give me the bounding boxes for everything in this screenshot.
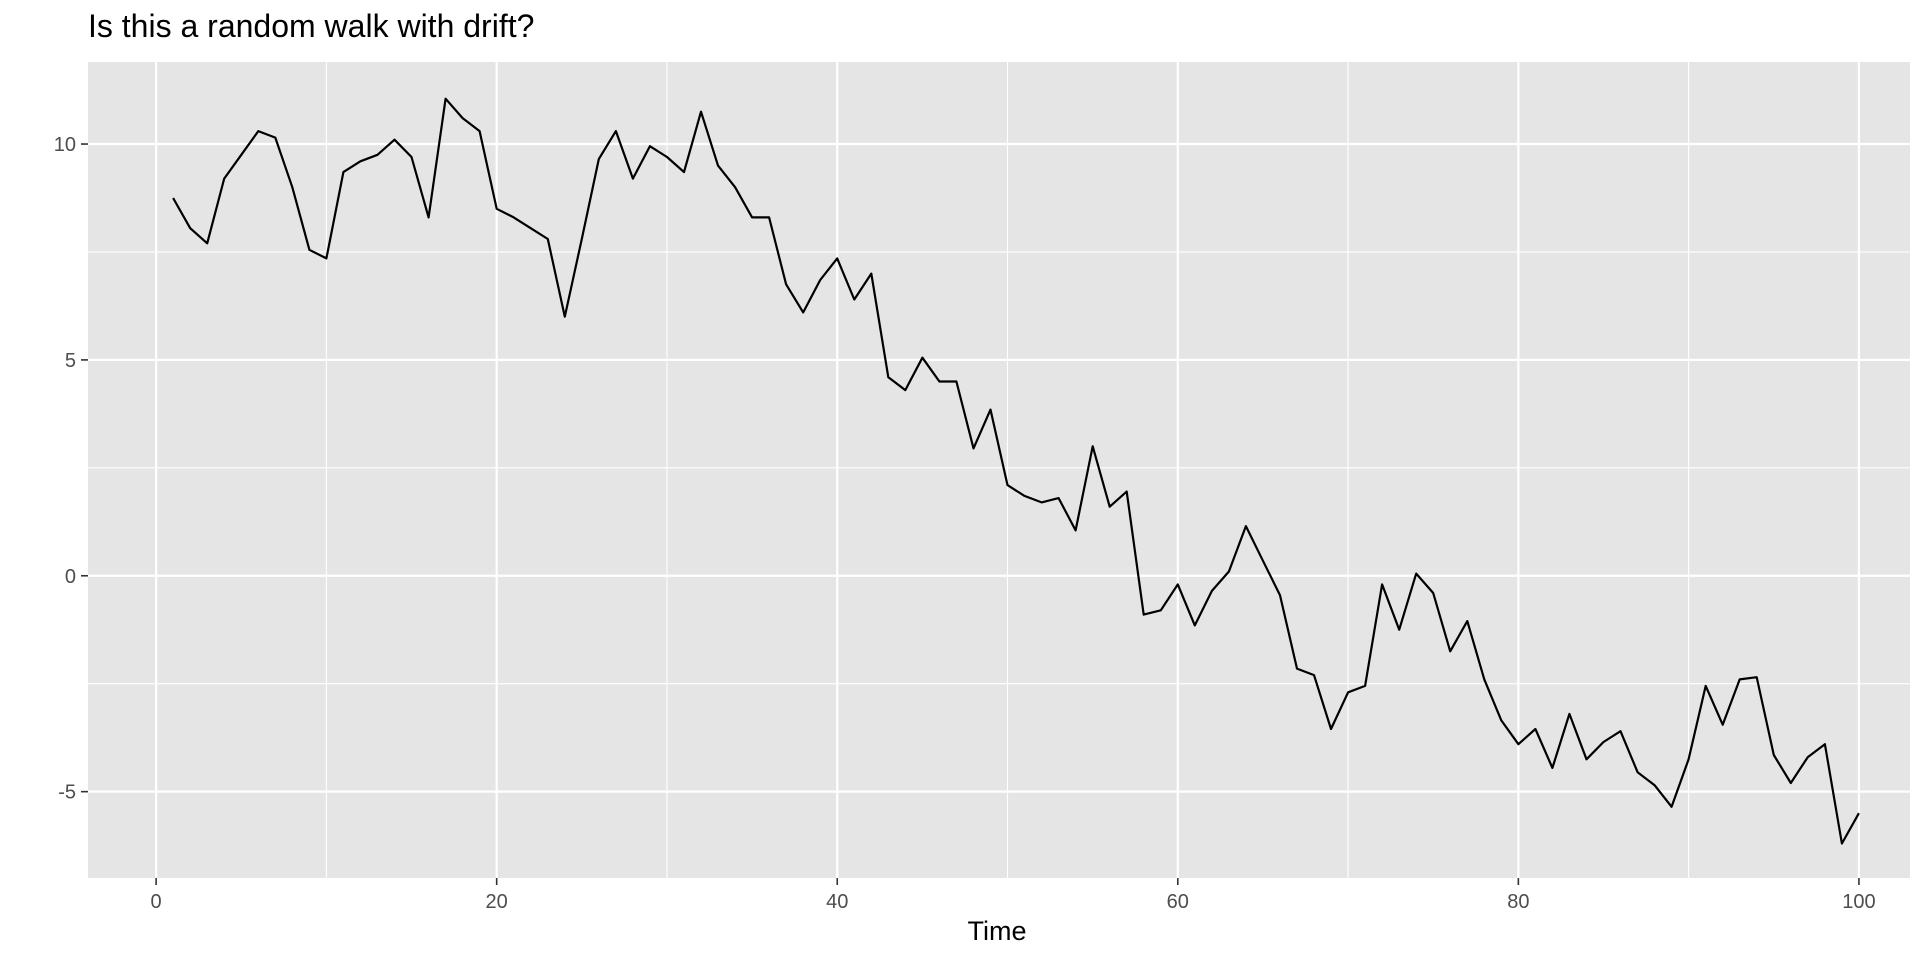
x-tick-label: 60 [1167,891,1189,913]
y-tick-label: 0 [65,566,76,588]
x-tick-label: 20 [486,891,508,913]
y-tick-label: 10 [54,134,76,156]
x-axis: 0 20 40 60 80 100 [151,878,1876,913]
x-tick-label: 80 [1507,891,1529,913]
y-tick-label: -5 [58,782,76,804]
chart-title: Is this a random walk with drift? [88,8,535,44]
x-tick-label: 40 [826,891,848,913]
plot-panel [88,62,1910,878]
x-tick-label: 100 [1842,891,1875,913]
minor-gridlines [88,62,1910,878]
x-axis-title: Time [968,916,1027,946]
x-tick-label: 0 [151,891,162,913]
y-tick-label: 5 [65,350,76,372]
y-axis: -5 0 5 10 [54,134,88,804]
major-gridlines [88,62,1910,878]
series-line [172,97,1860,845]
